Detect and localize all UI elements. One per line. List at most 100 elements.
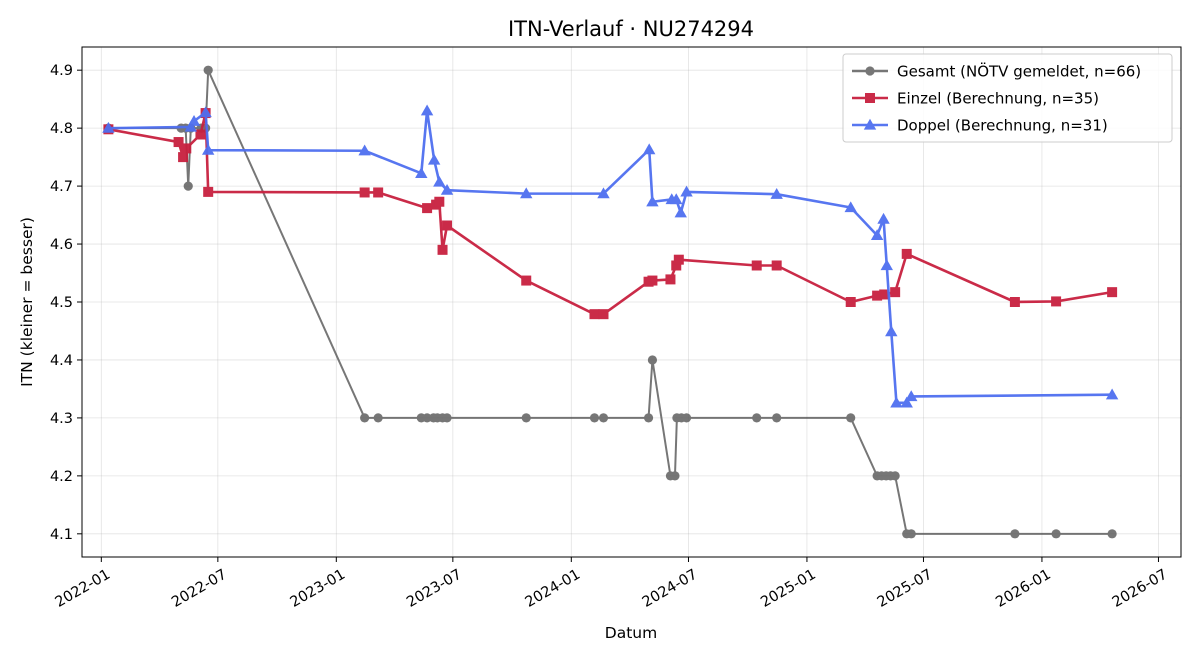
data-point [879,289,890,300]
data-point [597,187,610,199]
series-line [108,111,1113,316]
data-point [1010,529,1020,539]
data-point [845,297,856,307]
data-point [673,254,684,265]
y-tick-label: 4.8 [50,121,73,137]
data-point [360,413,370,423]
data-point [201,143,215,155]
data-point [422,413,432,423]
data-point [890,471,900,481]
data-point [846,413,856,423]
y-axis-label: ITN (kleiner = besser) [18,217,36,387]
data-point [187,114,201,126]
data-point [520,187,533,199]
data-point [670,193,683,205]
y-tick-label: 4.2 [50,469,73,485]
data-point [589,309,600,320]
data-point [442,413,452,423]
data-point [900,396,913,408]
data-point [598,309,609,320]
legend-entry [852,93,888,103]
data-point [183,181,193,191]
data-point [181,143,192,154]
data-point [906,529,916,539]
series-line [108,109,1113,405]
data-point [203,65,213,75]
data-point [422,203,433,214]
data-point [880,259,893,271]
data-point [203,186,214,197]
x-axis-ticks: 2022-01 2022-07 2023-01 2023-07 2024-01 2024-… [53,557,1170,611]
data-point [184,120,198,132]
data-point [440,183,454,195]
data-point [1107,287,1118,298]
data-point [870,229,884,241]
data-point [647,275,658,286]
x-tick-label: 2023-07 [404,567,464,611]
data-point [643,413,654,423]
data-point [437,244,448,255]
data-point [752,413,762,423]
legend-marker [865,66,875,76]
y-tick-label: 4.9 [50,63,73,79]
data-point [433,175,446,187]
chart-title: ITN-Verlauf · NU274294 [508,17,754,41]
data-point [1051,296,1062,307]
x-tick-label: 2024-01 [523,567,583,611]
series-layer [102,65,1119,539]
data-point [373,413,383,423]
data-point [178,152,189,163]
data-point [844,201,857,213]
data-point [674,206,687,218]
data-point [521,275,532,286]
data-point [647,355,658,365]
data-point [1051,529,1061,539]
data-point [1107,529,1117,539]
data-point [872,290,883,301]
legend-label: Gesamt (NÖTV gemeldet, n=66) [897,62,1141,81]
y-axis-ticks: 4.1 4.2 4.3 4.4 4.5 4.6 4.7 4.8 4.9 [50,63,82,543]
data-point [195,129,206,140]
data-point [905,390,918,402]
data-point [671,260,682,271]
data-point [434,196,445,207]
data-point [643,143,656,155]
data-point [173,137,184,148]
data-point [589,413,600,423]
series-2 [102,104,1119,408]
data-point [442,220,453,231]
data-point [102,121,115,133]
data-point [772,413,782,423]
x-tick-label: 2022-01 [53,567,113,611]
y-tick-label: 4.7 [50,179,73,195]
data-point [771,260,782,271]
data-point [646,195,659,207]
x-tick-label: 2022-07 [169,567,229,611]
x-tick-label: 2025-01 [758,567,818,611]
data-point [358,144,371,156]
legend-box [842,53,1173,143]
data-point [373,187,384,198]
series-0 [103,65,1117,539]
data-point [890,396,903,408]
data-point [877,212,890,224]
legend-entry [852,118,888,130]
legend: Gesamt (NÖTV gemeldet, n=66) Einzel (Bere… [842,53,1173,143]
data-point [598,413,609,423]
y-tick-label: 4.5 [50,295,73,311]
data-point [681,413,692,423]
legend-label: Doppel (Berechnung, n=31) [897,117,1108,135]
x-tick-label: 2024-07 [640,567,700,611]
data-point [665,274,676,285]
legend-label: Einzel (Berechnung, n=35) [897,90,1099,108]
data-point [890,287,901,298]
data-point [521,413,531,423]
data-point [415,167,428,178]
y-tick-label: 4.4 [50,353,73,369]
x-tick-label: 2026-07 [1110,567,1170,611]
data-point [420,104,434,116]
legend-marker [865,93,875,103]
data-point [770,188,783,199]
x-tick-label: 2025-07 [875,567,935,611]
